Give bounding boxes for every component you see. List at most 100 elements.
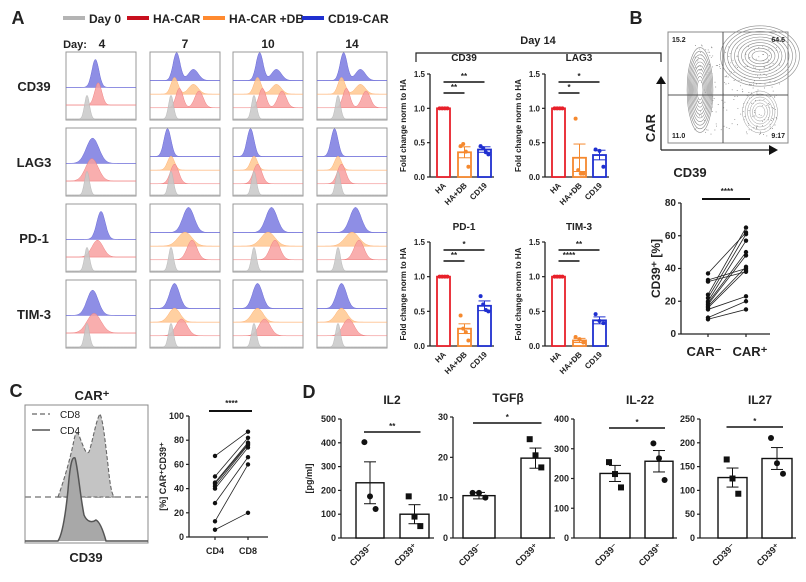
- event-dot: [698, 115, 700, 117]
- event-dot: [729, 73, 731, 75]
- event-dot: [712, 55, 714, 57]
- event-dot: [724, 51, 726, 53]
- histogram-panel: [316, 127, 388, 197]
- event-dot: [707, 51, 709, 53]
- legend-label: CD4: [60, 426, 80, 437]
- marker-label: LAG3: [17, 155, 52, 170]
- event-dot: [753, 49, 755, 51]
- contour: [720, 25, 800, 87]
- data-point: [212, 500, 218, 506]
- contour: [696, 79, 704, 101]
- y-tick-label: 80: [174, 435, 184, 445]
- event-dot: [703, 119, 705, 121]
- contour: [691, 61, 709, 119]
- histogram-panel: [149, 51, 221, 121]
- y-tick-label: 0.0: [414, 173, 426, 182]
- data-point: [466, 338, 471, 343]
- day-label: 7: [182, 37, 189, 51]
- event-dot: [769, 66, 771, 68]
- event-dot: [694, 45, 696, 47]
- histogram-x-label: CD39: [69, 550, 102, 565]
- chart-title: IL2: [383, 393, 401, 407]
- contour: [741, 42, 779, 70]
- contour: [690, 58, 710, 122]
- y-tick-label: 0.5: [529, 307, 541, 316]
- event-dot: [735, 65, 737, 67]
- bar: [520, 457, 551, 539]
- event-dot: [750, 84, 752, 85]
- event-dot: [740, 80, 742, 82]
- event-dot: [720, 129, 722, 131]
- y-tick-label: 1.0: [414, 104, 426, 113]
- event-dot: [761, 105, 763, 107]
- event-dot: [734, 118, 736, 120]
- event-dot: [766, 135, 768, 137]
- event-dot: [771, 86, 773, 88]
- significance-label: *: [753, 417, 757, 426]
- event-dot: [753, 127, 755, 129]
- histogram-ha-car: [316, 163, 388, 185]
- histogram-day0: [317, 170, 387, 196]
- event-dot: [732, 59, 734, 61]
- pair-line: [707, 233, 747, 299]
- event-dot: [733, 72, 735, 73]
- event-dot: [748, 110, 750, 111]
- event-dot: [728, 46, 730, 48]
- histogram-day0: [150, 246, 220, 272]
- event-dot: [753, 81, 755, 83]
- y-tick-label: 250: [680, 414, 695, 424]
- x-tick-label: CD39⁺: [637, 541, 664, 568]
- event-dot: [765, 75, 767, 77]
- event-dot: [714, 129, 716, 131]
- histogram-cd19-car: [232, 52, 304, 81]
- day14-bracket: [415, 52, 662, 62]
- x-tick-label: HA+DB: [558, 181, 584, 207]
- pair-line: [707, 255, 747, 305]
- flow-y-label: CAR: [643, 113, 658, 142]
- pair-line: [707, 266, 747, 307]
- pair-line: [707, 269, 747, 309]
- event-dot: [768, 103, 770, 105]
- data-point: [573, 334, 578, 339]
- arrow-head: [769, 145, 778, 155]
- event-dot: [707, 129, 709, 131]
- data-point: [593, 312, 598, 317]
- event-dot: [769, 126, 771, 128]
- event-dot: [763, 66, 765, 68]
- y-tick-label: 0: [179, 532, 184, 542]
- data-point: [705, 307, 711, 312]
- event-dot: [698, 100, 700, 102]
- event-dot: [697, 57, 699, 58]
- histogram-ha-car: [316, 239, 388, 261]
- data-point: [469, 489, 476, 496]
- y-tick-label: 10: [438, 493, 448, 503]
- event-dot: [700, 51, 702, 53]
- data-point: [245, 462, 251, 467]
- chart-title: IL27: [748, 393, 772, 407]
- event-dot: [721, 99, 723, 101]
- histogram-ha-car-db: [149, 307, 221, 323]
- event-dot: [768, 48, 770, 50]
- y-axis-label: Fold change norm to HA: [399, 247, 408, 340]
- contour: [742, 90, 778, 134]
- event-dot: [768, 119, 770, 121]
- event-dot: [733, 99, 735, 100]
- data-point: [661, 476, 668, 483]
- bar: [551, 275, 566, 347]
- data-point: [743, 299, 749, 304]
- y-axis-label: Fold change norm to HA: [514, 79, 523, 172]
- pair-line: [707, 227, 747, 295]
- data-point: [367, 493, 373, 500]
- data-point: [618, 484, 624, 491]
- x-tick-label: HA+DB: [443, 350, 469, 376]
- pair-line: [214, 431, 249, 457]
- data-point: [743, 253, 749, 258]
- pair-line: [214, 512, 249, 531]
- day-prefix: Day:: [63, 39, 87, 51]
- data-point: [486, 152, 491, 157]
- data-point: [481, 146, 486, 151]
- contour: [688, 54, 711, 126]
- event-dot: [707, 49, 709, 51]
- histogram-ha-car: [316, 88, 388, 109]
- data-point: [486, 309, 491, 314]
